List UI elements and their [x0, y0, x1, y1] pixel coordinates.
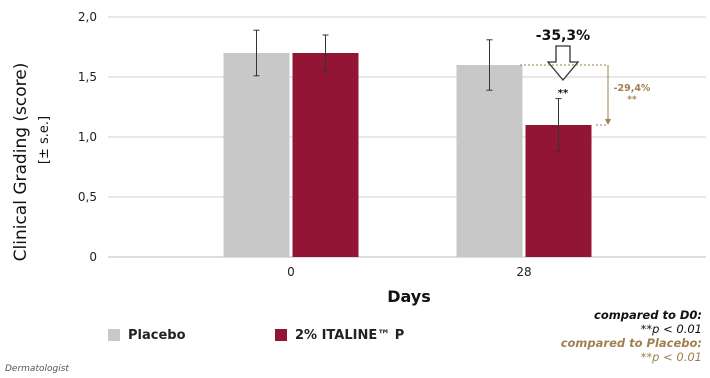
down-arrow-icon	[546, 45, 580, 82]
y-tick-label: 1,0	[78, 130, 97, 144]
x-tick-labels: 0 28	[287, 265, 531, 279]
bar-italine-0	[292, 53, 359, 257]
reduction-vs-placebo-significance: **	[627, 95, 637, 105]
reduction-vs-d0-label: -35,3%	[536, 28, 590, 44]
compared-placebo-label: compared to Placebo:	[560, 336, 702, 350]
bar-placebo-0	[223, 53, 290, 257]
grid-layer	[108, 16, 706, 258]
y-tick-label: 0,5	[78, 190, 97, 204]
placebo-swatch	[108, 329, 120, 341]
x-tick-label: 28	[516, 265, 531, 279]
bars-layer	[223, 53, 592, 257]
legend-item-italine: 2% ITALINE™ P	[275, 327, 404, 343]
y-tick-labels: 0 0,5 1,0 1,5 2,0	[78, 10, 97, 264]
comparison-arrow-head-icon	[605, 119, 611, 125]
y-tick-label: 1,5	[78, 70, 97, 84]
reduction-vs-placebo-label: -29,4%	[614, 83, 651, 94]
italine-swatch	[275, 329, 287, 341]
compared-d0-value: **p < 0.01	[640, 322, 702, 336]
x-axis-label: Days	[387, 287, 431, 306]
footer-note: Dermatologist	[5, 364, 69, 374]
legend-label-italine: 2% ITALINE™ P	[295, 327, 405, 343]
significance-notes: compared to D0: **p < 0.01 compared to P…	[402, 308, 702, 364]
bar-placebo-28	[456, 65, 523, 257]
error-bars-layer	[253, 29, 562, 152]
y-tick-label: 2,0	[78, 10, 97, 24]
y-tick-label: 0	[89, 250, 97, 264]
compared-placebo-value: **p < 0.01	[640, 350, 702, 364]
y-axis-label: Clinical Grading (score)	[11, 63, 31, 262]
y-axis-sublabel: [± s.e.]	[37, 116, 52, 164]
legend-item-placebo: Placebo	[108, 327, 186, 343]
bar-significance-label: **	[558, 88, 569, 99]
legend-label-placebo: Placebo	[128, 327, 186, 343]
x-tick-label: 0	[287, 265, 295, 279]
compared-d0-label: compared to D0:	[594, 308, 702, 322]
